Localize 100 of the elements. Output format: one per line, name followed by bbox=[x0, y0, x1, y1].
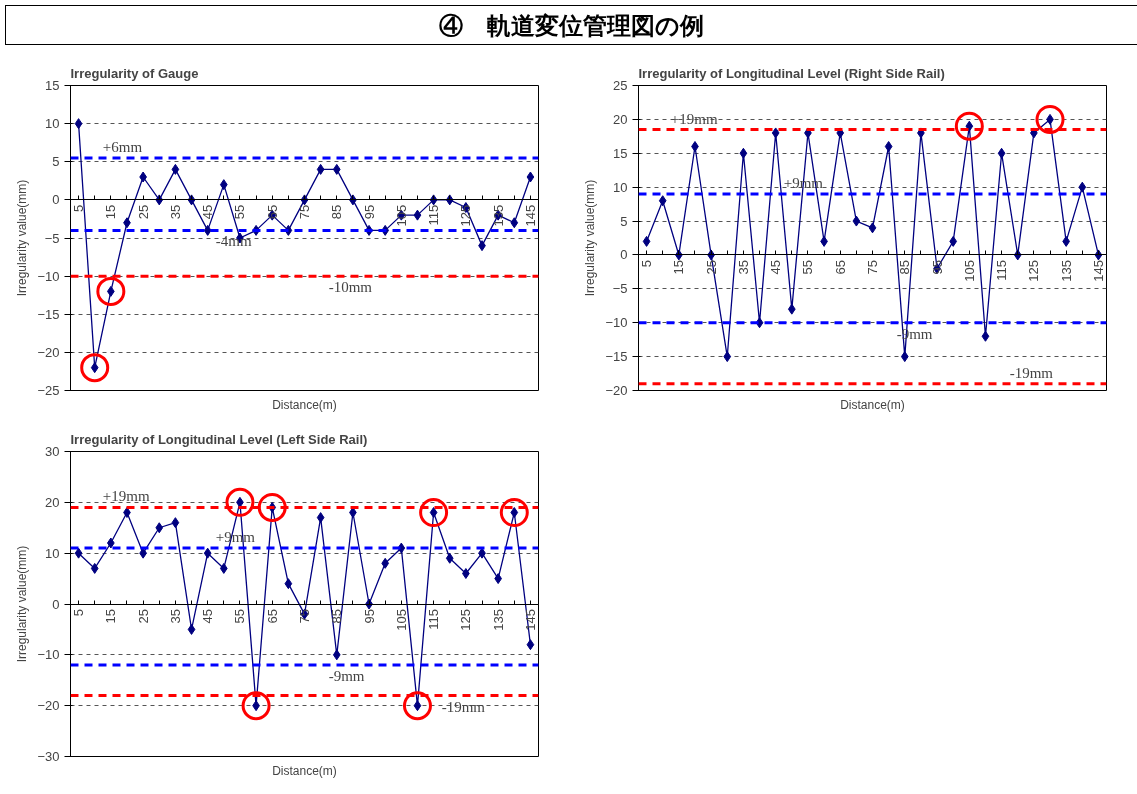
point bbox=[462, 568, 470, 579]
y-tick-label: −5 bbox=[612, 281, 628, 297]
x-tick-label: 85 bbox=[329, 608, 345, 624]
point bbox=[332, 649, 341, 661]
x-tick-label: 115 bbox=[426, 608, 442, 630]
point bbox=[954, 111, 984, 141]
x-tick-label: 45 bbox=[768, 259, 784, 275]
point bbox=[884, 141, 893, 152]
x-tick-label: 25 bbox=[135, 204, 151, 220]
point bbox=[381, 557, 390, 569]
point bbox=[419, 498, 449, 527]
x-axis-title: Distance(m) bbox=[840, 397, 905, 412]
chart-title: Irregularity of Gauge bbox=[70, 65, 199, 81]
point bbox=[949, 235, 958, 247]
x-tick-label: 15 bbox=[103, 608, 119, 624]
y-tick-label: 0 bbox=[52, 192, 60, 208]
point bbox=[868, 222, 877, 234]
x-tick-label: 25 bbox=[703, 259, 719, 275]
y-tick-label: 10 bbox=[45, 116, 60, 132]
x-tick-label: 65 bbox=[832, 259, 848, 275]
y-tick-label: −15 bbox=[37, 306, 60, 322]
ref-line-label: -10mm bbox=[328, 279, 373, 296]
x-tick-label: 45 bbox=[200, 608, 216, 624]
chart-title: Irregularity of Longitudinal Level (Left Side Rail) bbox=[70, 431, 368, 447]
x-tick-label: 85 bbox=[897, 259, 913, 275]
x-tick-label: 5 bbox=[71, 204, 87, 213]
point bbox=[219, 562, 228, 574]
x-tick-label: 95 bbox=[929, 259, 945, 275]
x-tick-label: 55 bbox=[232, 608, 248, 624]
point bbox=[1035, 104, 1065, 134]
y-tick-label: −20 bbox=[605, 383, 628, 398]
x-tick-label: 35 bbox=[735, 259, 751, 275]
point bbox=[997, 147, 1006, 159]
point bbox=[225, 487, 255, 517]
x-tick-label: 145 bbox=[522, 204, 538, 227]
y-tick-label: 10 bbox=[45, 545, 60, 561]
point bbox=[402, 691, 432, 721]
x-tick-label: 15 bbox=[103, 204, 119, 220]
x-tick-label: 5 bbox=[71, 609, 87, 617]
x-tick-label: 125 bbox=[458, 204, 474, 227]
y-tick-label: 10 bbox=[613, 179, 628, 195]
y-tick-label: −20 bbox=[37, 698, 60, 714]
point bbox=[74, 547, 83, 559]
ref-line-label: -19mm bbox=[441, 698, 486, 715]
ref-line-label: -19mm bbox=[1009, 364, 1054, 381]
x-tick-label: 105 bbox=[393, 608, 409, 631]
x-tick-label: 125 bbox=[1026, 259, 1042, 282]
text: ④ 軌道変位管理図の例 bbox=[439, 12, 704, 41]
point bbox=[658, 195, 667, 207]
x-tick-label: 95 bbox=[361, 608, 377, 624]
y-tick-label: 30 bbox=[45, 444, 60, 459]
ref-line-label: +19mm bbox=[670, 110, 718, 127]
point bbox=[981, 330, 990, 342]
point bbox=[316, 512, 325, 524]
point bbox=[642, 235, 651, 247]
y-tick-label: −15 bbox=[605, 349, 628, 365]
x-tick-label: 65 bbox=[264, 608, 280, 624]
point bbox=[852, 215, 861, 227]
x-tick-label: 95 bbox=[361, 204, 377, 220]
x-axis-title: Distance(m) bbox=[272, 397, 337, 412]
y-tick-label: 20 bbox=[613, 111, 628, 127]
y-axis-title: Irregularity value(mm) bbox=[15, 545, 30, 663]
x-tick-label: 115 bbox=[994, 259, 1010, 281]
point bbox=[332, 163, 341, 175]
x-tick-label: 115 bbox=[426, 204, 442, 226]
ref-line-label: +19mm bbox=[102, 488, 150, 505]
x-tick-label: 135 bbox=[490, 204, 506, 227]
point bbox=[691, 141, 699, 152]
point bbox=[155, 522, 164, 534]
ref-line-label: -4mm bbox=[215, 233, 252, 250]
x-tick-label: 135 bbox=[1058, 259, 1074, 282]
y-tick-label: −10 bbox=[37, 268, 60, 284]
point bbox=[900, 351, 909, 363]
point bbox=[445, 552, 454, 564]
point bbox=[241, 691, 271, 721]
point bbox=[96, 276, 126, 306]
point bbox=[171, 163, 180, 175]
y-tick-label: 5 bbox=[52, 154, 60, 170]
point bbox=[80, 353, 110, 383]
y-axis-title: Irregularity value(mm) bbox=[583, 179, 598, 297]
y-tick-label: −10 bbox=[605, 315, 628, 331]
x-tick-label: 45 bbox=[200, 204, 216, 220]
x-axis-title: Distance(m) bbox=[272, 763, 337, 778]
y-tick-label: 25 bbox=[613, 78, 628, 93]
point bbox=[499, 498, 529, 527]
point bbox=[203, 224, 212, 236]
y-tick-label: −25 bbox=[37, 383, 60, 398]
point bbox=[787, 303, 796, 315]
x-tick-label: 5 bbox=[639, 259, 655, 268]
point bbox=[526, 171, 535, 183]
x-tick-label: 75 bbox=[297, 608, 312, 624]
y-tick-label: −5 bbox=[44, 230, 60, 246]
point bbox=[316, 163, 325, 175]
x-tick-label: 125 bbox=[458, 608, 474, 631]
x-tick-label: 55 bbox=[232, 204, 248, 220]
point bbox=[74, 118, 83, 130]
y-tick-label: 20 bbox=[45, 494, 60, 510]
point bbox=[123, 507, 131, 518]
point bbox=[526, 639, 535, 651]
chart-title: Irregularity of Longitudinal Level (Right Side Rail) bbox=[638, 65, 945, 81]
